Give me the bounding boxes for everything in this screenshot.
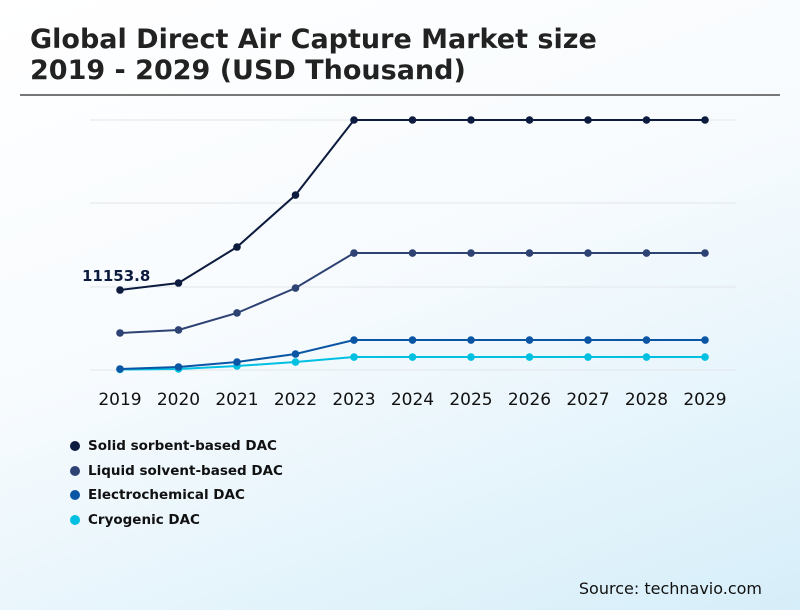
legend-item: Cryogenic DAC	[70, 508, 283, 533]
data-point	[467, 336, 475, 344]
data-point	[174, 279, 183, 287]
data-point	[525, 353, 534, 361]
data-point	[584, 249, 592, 257]
data-point	[408, 249, 417, 257]
x-tick-label: 2021	[215, 390, 258, 410]
data-point	[291, 191, 300, 199]
x-tick-label: 2027	[566, 390, 609, 410]
data-point	[116, 286, 124, 294]
data-point	[642, 336, 651, 344]
data-point	[642, 353, 651, 361]
legend-marker-icon	[70, 441, 80, 452]
legend-label: Solid sorbent-based DAC	[88, 438, 277, 455]
data-point	[701, 116, 709, 124]
data-point	[467, 116, 475, 124]
legend-label: Cryogenic DAC	[88, 511, 200, 528]
data-point	[233, 243, 241, 251]
data-point	[467, 353, 475, 361]
data-point	[174, 326, 183, 334]
legend-item: Liquid solvent-based DAC	[70, 459, 283, 484]
title-line-1: Global Direct Air Capture Market size	[30, 24, 597, 55]
x-tick-label: 2026	[508, 390, 551, 410]
data-point	[233, 309, 241, 317]
data-point	[408, 336, 417, 344]
legend-marker-icon	[70, 514, 80, 525]
title-divider	[20, 94, 780, 96]
data-point	[408, 353, 417, 361]
x-tick-label: 2024	[391, 390, 434, 410]
data-point	[584, 336, 592, 344]
data-point	[525, 336, 534, 344]
title-line-2: 2019 - 2029 (USD Thousand)	[30, 55, 466, 86]
data-point	[584, 353, 592, 361]
data-point	[701, 249, 709, 257]
x-tick-label: 2025	[449, 390, 492, 410]
data-point	[350, 336, 358, 344]
legend-item: Solid sorbent-based DAC	[70, 434, 283, 459]
data-point	[233, 358, 241, 366]
x-tick-label: 2022	[274, 390, 317, 410]
data-point	[467, 249, 475, 257]
data-point	[701, 353, 709, 361]
x-tick-label: 2020	[157, 390, 200, 410]
source-credit: Source: technavio.com	[578, 579, 762, 598]
data-point	[408, 116, 417, 124]
data-point	[350, 353, 358, 361]
data-point	[116, 329, 124, 337]
x-tick-label: 2023	[332, 390, 375, 410]
x-tick-label: 2028	[625, 390, 668, 410]
legend-label: Electrochemical DAC	[88, 487, 245, 504]
chart-title: Global Direct Air Capture Market size 20…	[30, 24, 597, 86]
data-label: 11153.8	[82, 267, 150, 285]
data-point	[525, 249, 534, 257]
series-line-0	[119, 119, 705, 292]
x-tick-label: 2029	[683, 390, 726, 410]
legend: Solid sorbent-based DAC Liquid solvent-ba…	[70, 434, 283, 532]
data-point	[116, 365, 124, 373]
data-point	[350, 249, 358, 257]
data-point	[291, 350, 300, 358]
data-point	[350, 116, 358, 124]
data-point	[584, 116, 592, 124]
legend-label: Liquid solvent-based DAC	[88, 462, 283, 479]
x-tick-label: 2019	[98, 390, 141, 410]
legend-marker-icon	[70, 465, 80, 476]
legend-marker-icon	[70, 490, 80, 501]
data-point	[642, 116, 651, 124]
data-point	[525, 116, 534, 124]
data-point	[642, 249, 651, 257]
data-point	[701, 336, 709, 344]
data-point	[291, 284, 300, 292]
data-point	[174, 363, 183, 371]
legend-item: Electrochemical DAC	[70, 483, 283, 508]
data-point	[291, 358, 300, 366]
